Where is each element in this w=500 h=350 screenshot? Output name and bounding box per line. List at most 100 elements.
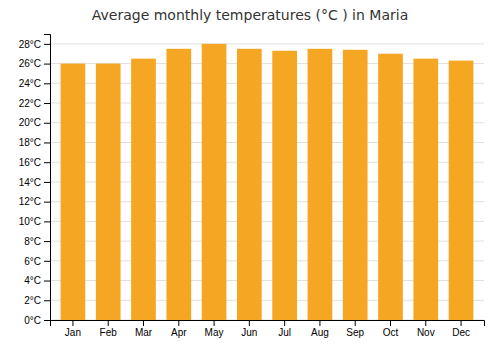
- y-tick: 26°C: [19, 58, 50, 69]
- chart: 0°C 2°C 4°C 6°C 8°C 10°C 12°C 14°C 16°C 18°C 20°C 2…: [0, 0, 500, 350]
- x-tick: Jul: [278, 320, 291, 338]
- x-tick: Feb: [100, 320, 118, 338]
- y-tick-label: 22°C: [19, 98, 41, 109]
- x-tick-mark: [143, 320, 144, 326]
- x-tick: May: [205, 320, 224, 338]
- y-tick-mark: [44, 64, 50, 65]
- y-tick-label: 8°C: [24, 236, 41, 247]
- grid-line: [50, 43, 484, 44]
- x-tick-mark: [390, 320, 391, 326]
- y-tick: 10°C: [19, 216, 50, 227]
- bars: [61, 44, 474, 320]
- y-tick-mark: [44, 182, 50, 183]
- y-axis-line: [44, 35, 51, 321]
- y-tick-label: 12°C: [19, 196, 41, 207]
- y-tick-mark: [44, 281, 50, 282]
- x-tick-label: Dec: [452, 327, 470, 338]
- y-tick: 24°C: [19, 78, 50, 89]
- y-tick-label: 14°C: [19, 177, 41, 188]
- y-tick-label: 20°C: [19, 117, 41, 128]
- y-tick: 12°C: [19, 196, 50, 207]
- bar: [449, 61, 474, 320]
- x-tick-label: Jul: [278, 327, 291, 338]
- bar: [96, 64, 121, 320]
- x-tick-label: May: [205, 327, 224, 338]
- x-tick-mark: [355, 320, 356, 326]
- x-tick-mark: [249, 320, 250, 326]
- y-tick: 14°C: [19, 177, 50, 188]
- x-tick-label: Feb: [100, 327, 118, 338]
- bar: [166, 49, 191, 320]
- title: Average monthly temperatures (°C ) in Ma…: [92, 7, 408, 23]
- bar: [237, 49, 262, 320]
- y-tick: 4°C: [24, 275, 50, 286]
- x-tick-label: Sep: [346, 327, 364, 338]
- x-tick-mark: [108, 320, 109, 326]
- x-axis: Jan Feb Mar Apr May Jun Jul Aug Sep Oct Nov Dec: [51, 320, 485, 338]
- x-tick-label: Jan: [65, 327, 81, 338]
- y-tick: 8°C: [24, 236, 50, 247]
- y-tick-mark: [44, 300, 50, 301]
- y-tick-label: 26°C: [19, 58, 41, 69]
- y-tick-label: 18°C: [19, 137, 41, 148]
- y-tick-mark: [44, 123, 50, 124]
- y-tick: 0°C: [24, 315, 50, 326]
- grid: [50, 44, 484, 320]
- y-tick-label: 4°C: [24, 275, 41, 286]
- x-tick-label: Nov: [417, 327, 435, 338]
- y-tick-mark: [44, 241, 50, 242]
- y-tick: 2°C: [24, 295, 50, 306]
- x-tick-label: Oct: [383, 327, 399, 338]
- y-tick-label: 2°C: [24, 295, 41, 306]
- y-tick-label: 16°C: [19, 157, 41, 168]
- y-tick-mark: [44, 261, 50, 262]
- y-tick-label: 0°C: [24, 315, 41, 326]
- y-tick-label: 24°C: [19, 78, 41, 89]
- y-tick: 18°C: [19, 137, 50, 148]
- y-tick-mark: [44, 320, 50, 321]
- y-tick-mark: [44, 162, 50, 163]
- y-tick-mark: [44, 103, 50, 104]
- y-tick: 16°C: [19, 157, 50, 168]
- y-tick-mark: [44, 221, 50, 222]
- x-tick-label: Jun: [241, 327, 257, 338]
- y-tick-mark: [44, 83, 50, 84]
- y-axis: 0°C 2°C 4°C 6°C 8°C 10°C 12°C 14°C 16°C 18°C 20°C 2…: [19, 35, 51, 326]
- bar: [272, 51, 297, 320]
- x-tick-mark: [214, 320, 215, 326]
- y-tick-label: 10°C: [19, 216, 41, 227]
- y-tick-mark: [44, 202, 50, 203]
- x-tick: Mar: [135, 320, 153, 338]
- x-axis-line: [51, 321, 485, 327]
- x-tick: Aug: [311, 320, 329, 338]
- bar: [343, 50, 368, 320]
- x-tick-mark: [178, 320, 179, 326]
- y-tick-mark: [44, 44, 50, 45]
- y-tick: 20°C: [19, 117, 50, 128]
- x-tick: Dec: [452, 320, 470, 338]
- x-tick-label: Aug: [311, 327, 329, 338]
- x-tick: Sep: [346, 320, 364, 338]
- y-tick: 22°C: [19, 98, 50, 109]
- bar: [378, 54, 403, 320]
- plot: 0°C 2°C 4°C 6°C 8°C 10°C 12°C 14°C 16°C 18°C 20°C 2…: [19, 35, 485, 339]
- y-tick: 28°C: [19, 39, 50, 50]
- x-tick-mark: [461, 320, 462, 326]
- bar: [61, 64, 86, 320]
- x-tick-label: Apr: [171, 327, 187, 338]
- x-tick-mark: [319, 320, 320, 326]
- x-tick-mark: [425, 320, 426, 326]
- bar: [413, 59, 438, 320]
- x-tick: Jun: [241, 320, 257, 338]
- bar: [131, 59, 156, 320]
- y-tick: 6°C: [24, 256, 50, 267]
- x-tick: Oct: [383, 320, 399, 338]
- x-tick-mark: [284, 320, 285, 326]
- x-tick: Nov: [417, 320, 435, 338]
- bar: [308, 49, 333, 320]
- x-tick: Apr: [171, 320, 187, 338]
- x-tick-label: Mar: [135, 327, 153, 338]
- bar: [202, 44, 227, 320]
- x-tick-mark: [72, 320, 73, 326]
- y-tick-label: 28°C: [19, 39, 41, 50]
